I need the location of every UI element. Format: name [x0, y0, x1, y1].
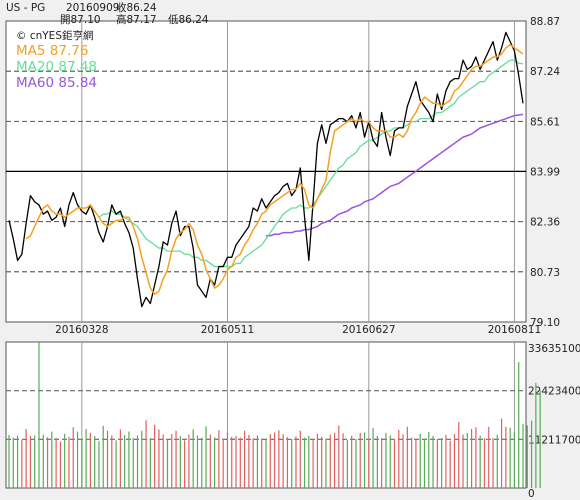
logo-text: cnYES鉅亨網 — [29, 30, 94, 42]
legend-ma60-label: MA60 — [16, 75, 55, 91]
header-high: 高87.17 — [116, 14, 157, 26]
header-date: 20160909 — [66, 2, 120, 14]
logo: © cnYES鉅亨網 — [16, 30, 94, 42]
volume-panel: 33635100 22423400 11211700 0 — [5, 341, 580, 500]
y-tick-label: 82.36 — [530, 217, 560, 229]
legend-ma5: MA5 87.76 — [16, 44, 88, 58]
y-tick-label: 85.61 — [530, 116, 560, 128]
ma5-line — [25, 43, 524, 296]
x-tick-label: 20160328 — [55, 324, 108, 336]
y-tick-label: 79.10 — [530, 317, 560, 329]
volume-y-tick-label: 33635100 — [528, 343, 580, 355]
y-tick-label: 83.99 — [530, 166, 560, 178]
volume-y-tick-label: 0 — [528, 488, 535, 500]
ma60-line — [266, 113, 524, 237]
y-tick-label: 87.24 — [530, 66, 560, 78]
volume-y-tick-label: 22423400 — [528, 386, 580, 398]
price-panel: 20160328 20160511 20160627 20160811 88.87 87.… — [5, 16, 560, 336]
x-tick-label: 20160511 — [201, 324, 254, 336]
legend-ma5-label: MA5 — [16, 43, 46, 59]
legend-ma5-value: 87.76 — [49, 43, 89, 59]
header-symbol: US - PG — [6, 2, 46, 14]
x-tick-label: 20160627 — [342, 324, 395, 336]
header-low: 低86.24 — [168, 14, 209, 26]
legend-ma20-value: 87.48 — [58, 59, 98, 75]
y-tick-label: 80.73 — [530, 267, 560, 279]
legend-ma20: MA20 87.48 — [16, 60, 97, 74]
legend-ma60-value: 85.84 — [58, 75, 98, 91]
copyright-icon: © — [16, 30, 27, 42]
header-open: 開87.10 — [60, 14, 101, 26]
legend-ma60: MA60 85.84 — [16, 76, 97, 90]
y-tick-label: 88.87 — [530, 16, 560, 28]
legend-ma20-label: MA20 — [16, 59, 55, 75]
x-tick-label: 20160811 — [488, 324, 541, 336]
volume-y-tick-label: 11211700 — [528, 434, 580, 446]
price-line — [8, 31, 524, 308]
header-close: 收86.24 — [116, 2, 157, 14]
